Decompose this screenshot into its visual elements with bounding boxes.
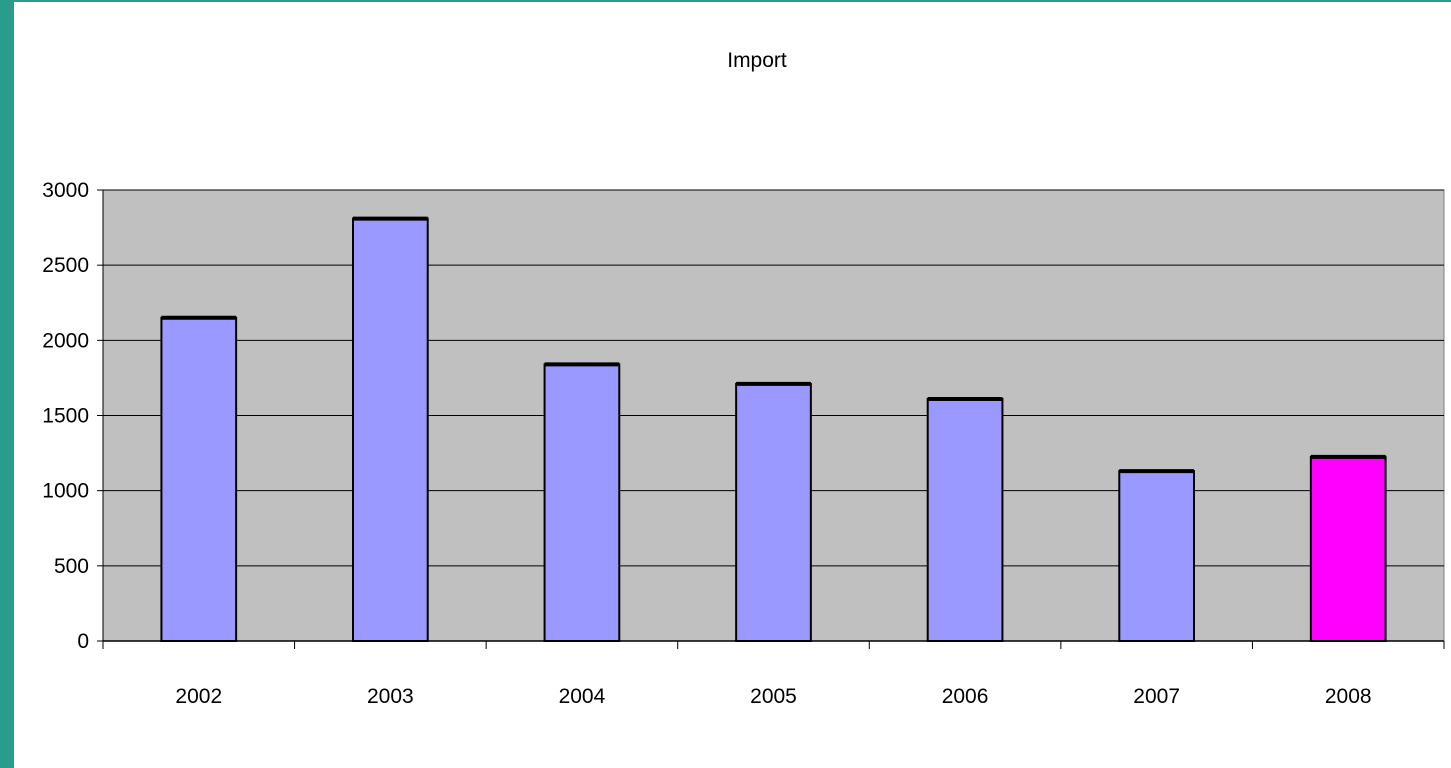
y-tick-label: 2000 [42,329,89,352]
bar-2004 [543,363,621,642]
x-tick-label: 2004 [559,685,606,708]
bar-2006 [926,397,1004,643]
y-tick-label: 2500 [42,254,89,277]
bar-2002 [160,316,238,642]
y-tick-label: 3000 [42,179,89,202]
x-tick-label: 2003 [367,685,414,708]
chart-title: Import [727,49,787,72]
bar-2008 [1309,455,1387,643]
x-tick-label: 2006 [942,685,989,708]
y-tick-label: 500 [54,555,89,578]
x-tick-label: 2007 [1133,685,1180,708]
axes [97,189,1445,649]
x-tick-label: 2002 [175,685,222,708]
x-tick-label: 2008 [1325,685,1372,708]
y-tick-label: 1500 [42,405,89,428]
y-tick-label: 1000 [42,480,89,503]
bars [160,216,1387,643]
x-tick-label: 2005 [750,685,797,708]
y-tick-label: 0 [77,630,89,653]
bar-2007 [1118,470,1195,642]
y-axis-tick-labels: 0 500 1000 1500 2000 2500 3000 [42,179,89,653]
bar-2003 [352,217,429,643]
bar-2005 [735,382,812,642]
x-axis-tick-labels: 2002 2003 2004 2005 2006 2007 2008 [175,685,1371,708]
